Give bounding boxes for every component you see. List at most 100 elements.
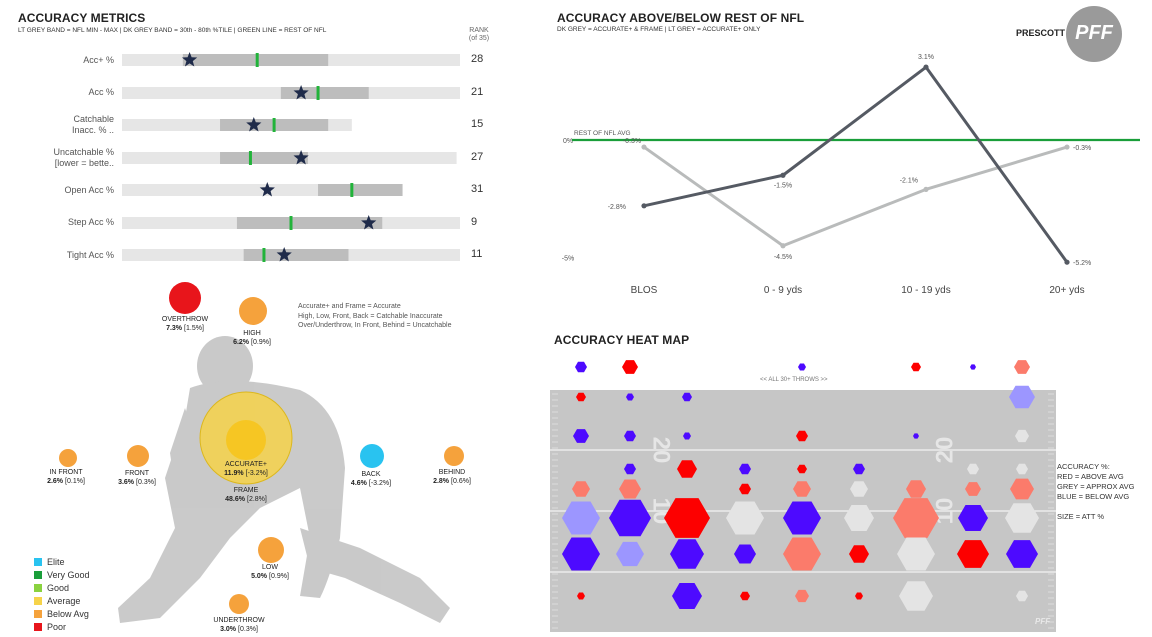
heatmap-cell [793, 481, 811, 497]
heatmap-cell [562, 537, 600, 571]
percentile-band [280, 86, 369, 99]
heatmap-cell [850, 481, 868, 497]
heatmap-key-4: BLUE = BELOW AVG [1057, 492, 1130, 501]
legend-swatch [34, 570, 42, 579]
pff-logo-text: PFF [1075, 22, 1113, 44]
heatmap-key-3: GREY = APPROX AVG [1057, 482, 1135, 491]
heatmap-key-6: SIZE = ATT % [1057, 512, 1105, 521]
x-tick-label: BLOS [631, 285, 658, 296]
zone-label-name: FRONT [124, 470, 150, 477]
legend-item-good: Good [34, 581, 90, 594]
heatmap-cell [573, 429, 589, 443]
zone-label: IN FRONT 2.6% [0.1%] [21, 468, 111, 486]
metric-bar [122, 52, 460, 67]
percentile-band [236, 216, 383, 229]
heatmap-cell [670, 539, 704, 569]
heatmap-cell [682, 392, 692, 402]
player-star [182, 52, 198, 67]
legend-item-elite: Elite [34, 555, 90, 568]
data-label: -0.3% [623, 138, 641, 145]
legend-swatch [34, 583, 42, 592]
nfl-avg-line [262, 248, 266, 262]
player-star [246, 117, 262, 132]
nfl-avg-line [255, 53, 259, 67]
heatmap-cell [626, 393, 634, 401]
heatmap-cell [970, 364, 976, 370]
zone-label-name: ACCURATE+ [224, 461, 268, 468]
metric-label: Acc+ % [6, 55, 114, 66]
metric-rank: 9 [471, 215, 478, 228]
zone-label-values: 48.6% [2.8%] [201, 495, 291, 504]
heatmap-cell [906, 480, 926, 498]
metric-label-line: Tight Acc % [66, 249, 114, 260]
zone-diff: [0.1%] [65, 478, 85, 485]
zone-circle-back [360, 444, 384, 468]
zone-label: FRAME 48.6% [2.8%] [201, 486, 291, 504]
zone-pct: 2.8% [433, 478, 450, 485]
zone-label-values: 2.6% [0.1%] [21, 477, 111, 486]
nfl-avg-line [316, 85, 320, 100]
heatmap-cell [726, 501, 764, 535]
metric-bar [122, 117, 352, 132]
series-point [923, 186, 929, 192]
zone-diagram [59, 282, 464, 623]
metric-label: Open Acc % [6, 185, 114, 196]
zone-diff: [0.9%] [251, 339, 271, 346]
heatmap-cell [783, 501, 821, 535]
player-star [276, 247, 292, 262]
x-tick-label: 10 - 19 yds [901, 285, 950, 296]
metric-label: Step Acc % [6, 217, 114, 228]
percentile-band [243, 249, 349, 261]
heatmap-cell [853, 463, 865, 475]
zone-note-2: High, Low, Front, Back = Catchable Inacc… [298, 312, 443, 320]
zone-circle-high [239, 297, 267, 325]
heatmap-cell [965, 482, 981, 496]
heatmap-cell [624, 430, 636, 442]
heatmap-cell [783, 537, 821, 571]
player-star [361, 214, 377, 229]
series-point [780, 172, 786, 178]
metric-bar [122, 182, 403, 197]
heatmap-cell [1014, 360, 1030, 374]
zone-label-values: 11.9% [-3.2%] [201, 469, 291, 478]
heatmap-cell [795, 589, 809, 603]
legend-label: Average [47, 595, 81, 606]
y-tick-label: 0% [563, 138, 573, 145]
series-point [641, 203, 647, 209]
heatmap-cell [622, 360, 638, 374]
legend-swatch [34, 622, 42, 631]
zone-label-name: LOW [262, 564, 278, 571]
heatmap-cell [664, 498, 710, 538]
metric-label-line: Inacc. % .. [71, 125, 114, 135]
player-star [259, 182, 275, 197]
player-star [293, 149, 309, 164]
heatmap-cell [575, 361, 587, 373]
heatmap-cell [957, 540, 989, 568]
zone-pct: 6.2% [233, 339, 250, 346]
zone-circle-overthrow [169, 282, 201, 314]
heatmap-cell [967, 463, 979, 475]
metric-bar [122, 84, 460, 100]
legend-item-very-good: Very Good [34, 568, 90, 581]
heatmap-cell [619, 479, 641, 499]
heatmap-title: ACCURACY HEAT MAP [554, 333, 690, 347]
legend-label: Good [47, 582, 70, 593]
series-point [923, 64, 929, 70]
heatmap-cell [899, 581, 933, 611]
series-point [1064, 259, 1070, 265]
zone-pct: 3.0% [220, 626, 237, 633]
series-point [641, 144, 647, 150]
metric-label-line: Acc % [88, 87, 114, 97]
nfl-avg-line [289, 215, 293, 230]
line-chart-title: ACCURACY ABOVE/BELOW REST OF NFL [557, 11, 805, 25]
zone-label-values: 7.3% [1.5%] [140, 324, 230, 333]
legend-label: Poor [47, 621, 67, 632]
legend-swatch [34, 609, 42, 618]
zone-label: HIGH 6.2% [0.9%] [207, 329, 297, 347]
percentile-band [220, 151, 308, 164]
heatmap-cell [1005, 503, 1039, 533]
heatmap-cell [893, 498, 939, 538]
zone-label-values: 3.6% [0.3%] [92, 478, 182, 487]
zone-circle-low [258, 537, 284, 563]
